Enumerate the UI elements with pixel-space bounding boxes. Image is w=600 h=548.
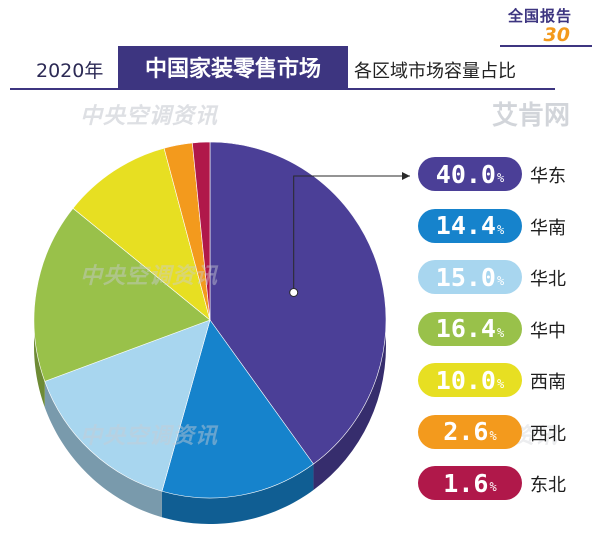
legend-value-pill: 2.6% (418, 414, 522, 449)
legend-unit: % (496, 171, 505, 185)
corner-divider (500, 45, 592, 47)
header-divider (10, 88, 555, 90)
chart-year: 2020年 (36, 60, 104, 82)
legend-label: 西北 (530, 423, 566, 445)
pie-slice-3 (44, 319, 211, 492)
report-series-label: 全国报告 (507, 7, 572, 25)
legend-value-pill: 40.0% (418, 157, 522, 191)
pie-slice-7 (192, 141, 211, 321)
watermark-text: 中央空调资讯 (80, 424, 219, 449)
pie-slice-side-2 (161, 464, 314, 524)
callout-line (293, 175, 410, 293)
legend-label: 华东 (530, 166, 566, 187)
legend-label: 华中 (530, 320, 566, 342)
legend-unit: % (496, 274, 505, 288)
callout-arrowhead (402, 172, 410, 180)
chart-subtitle: 各区域市场容量占比 (354, 61, 516, 82)
pie-slice-4 (33, 207, 211, 382)
legend-value-pill: 10.0% (418, 363, 522, 397)
legend-value: 1.6 (443, 468, 489, 498)
pie-slice-side-3 (44, 381, 162, 518)
legend-value: 16.4 (435, 314, 496, 343)
legend-unit: % (489, 428, 497, 443)
legend-value: 40.0 (435, 159, 496, 189)
legend-unit: % (496, 377, 505, 391)
legend-value-pill: 16.4% (418, 311, 522, 346)
chart-title-banner: 中国家装零售市场 (118, 46, 348, 88)
legend-label: 东北 (530, 475, 566, 496)
legend-unit: % (489, 480, 497, 494)
pie-slice-5 (72, 147, 211, 321)
callout-marker (289, 288, 299, 297)
legend-label: 华南 (530, 217, 566, 239)
legend-value-pill: 15.0% (418, 260, 522, 294)
legend-value: 10.0 (435, 365, 496, 395)
legend-unit: % (496, 325, 505, 340)
legend-value: 15.0 (435, 262, 496, 292)
legend-value: 14.4 (435, 211, 496, 240)
watermark-text: 中央空调资讯 (80, 104, 219, 129)
pie-slice-2 (161, 319, 314, 499)
legend-value-pill: 1.6% (418, 466, 522, 500)
legend-value: 2.6 (443, 417, 489, 446)
report-page-number: 30 (543, 24, 570, 46)
watermark-text: 中央空调资讯 (80, 264, 219, 289)
legend-value-pill: 14.4% (418, 208, 522, 243)
legend-label: 华北 (530, 269, 566, 290)
pie-slice-1 (209, 141, 387, 465)
legend-unit: % (496, 222, 505, 237)
legend-label: 西南 (530, 372, 566, 393)
watermark-logo: 艾肯网 (491, 101, 570, 131)
